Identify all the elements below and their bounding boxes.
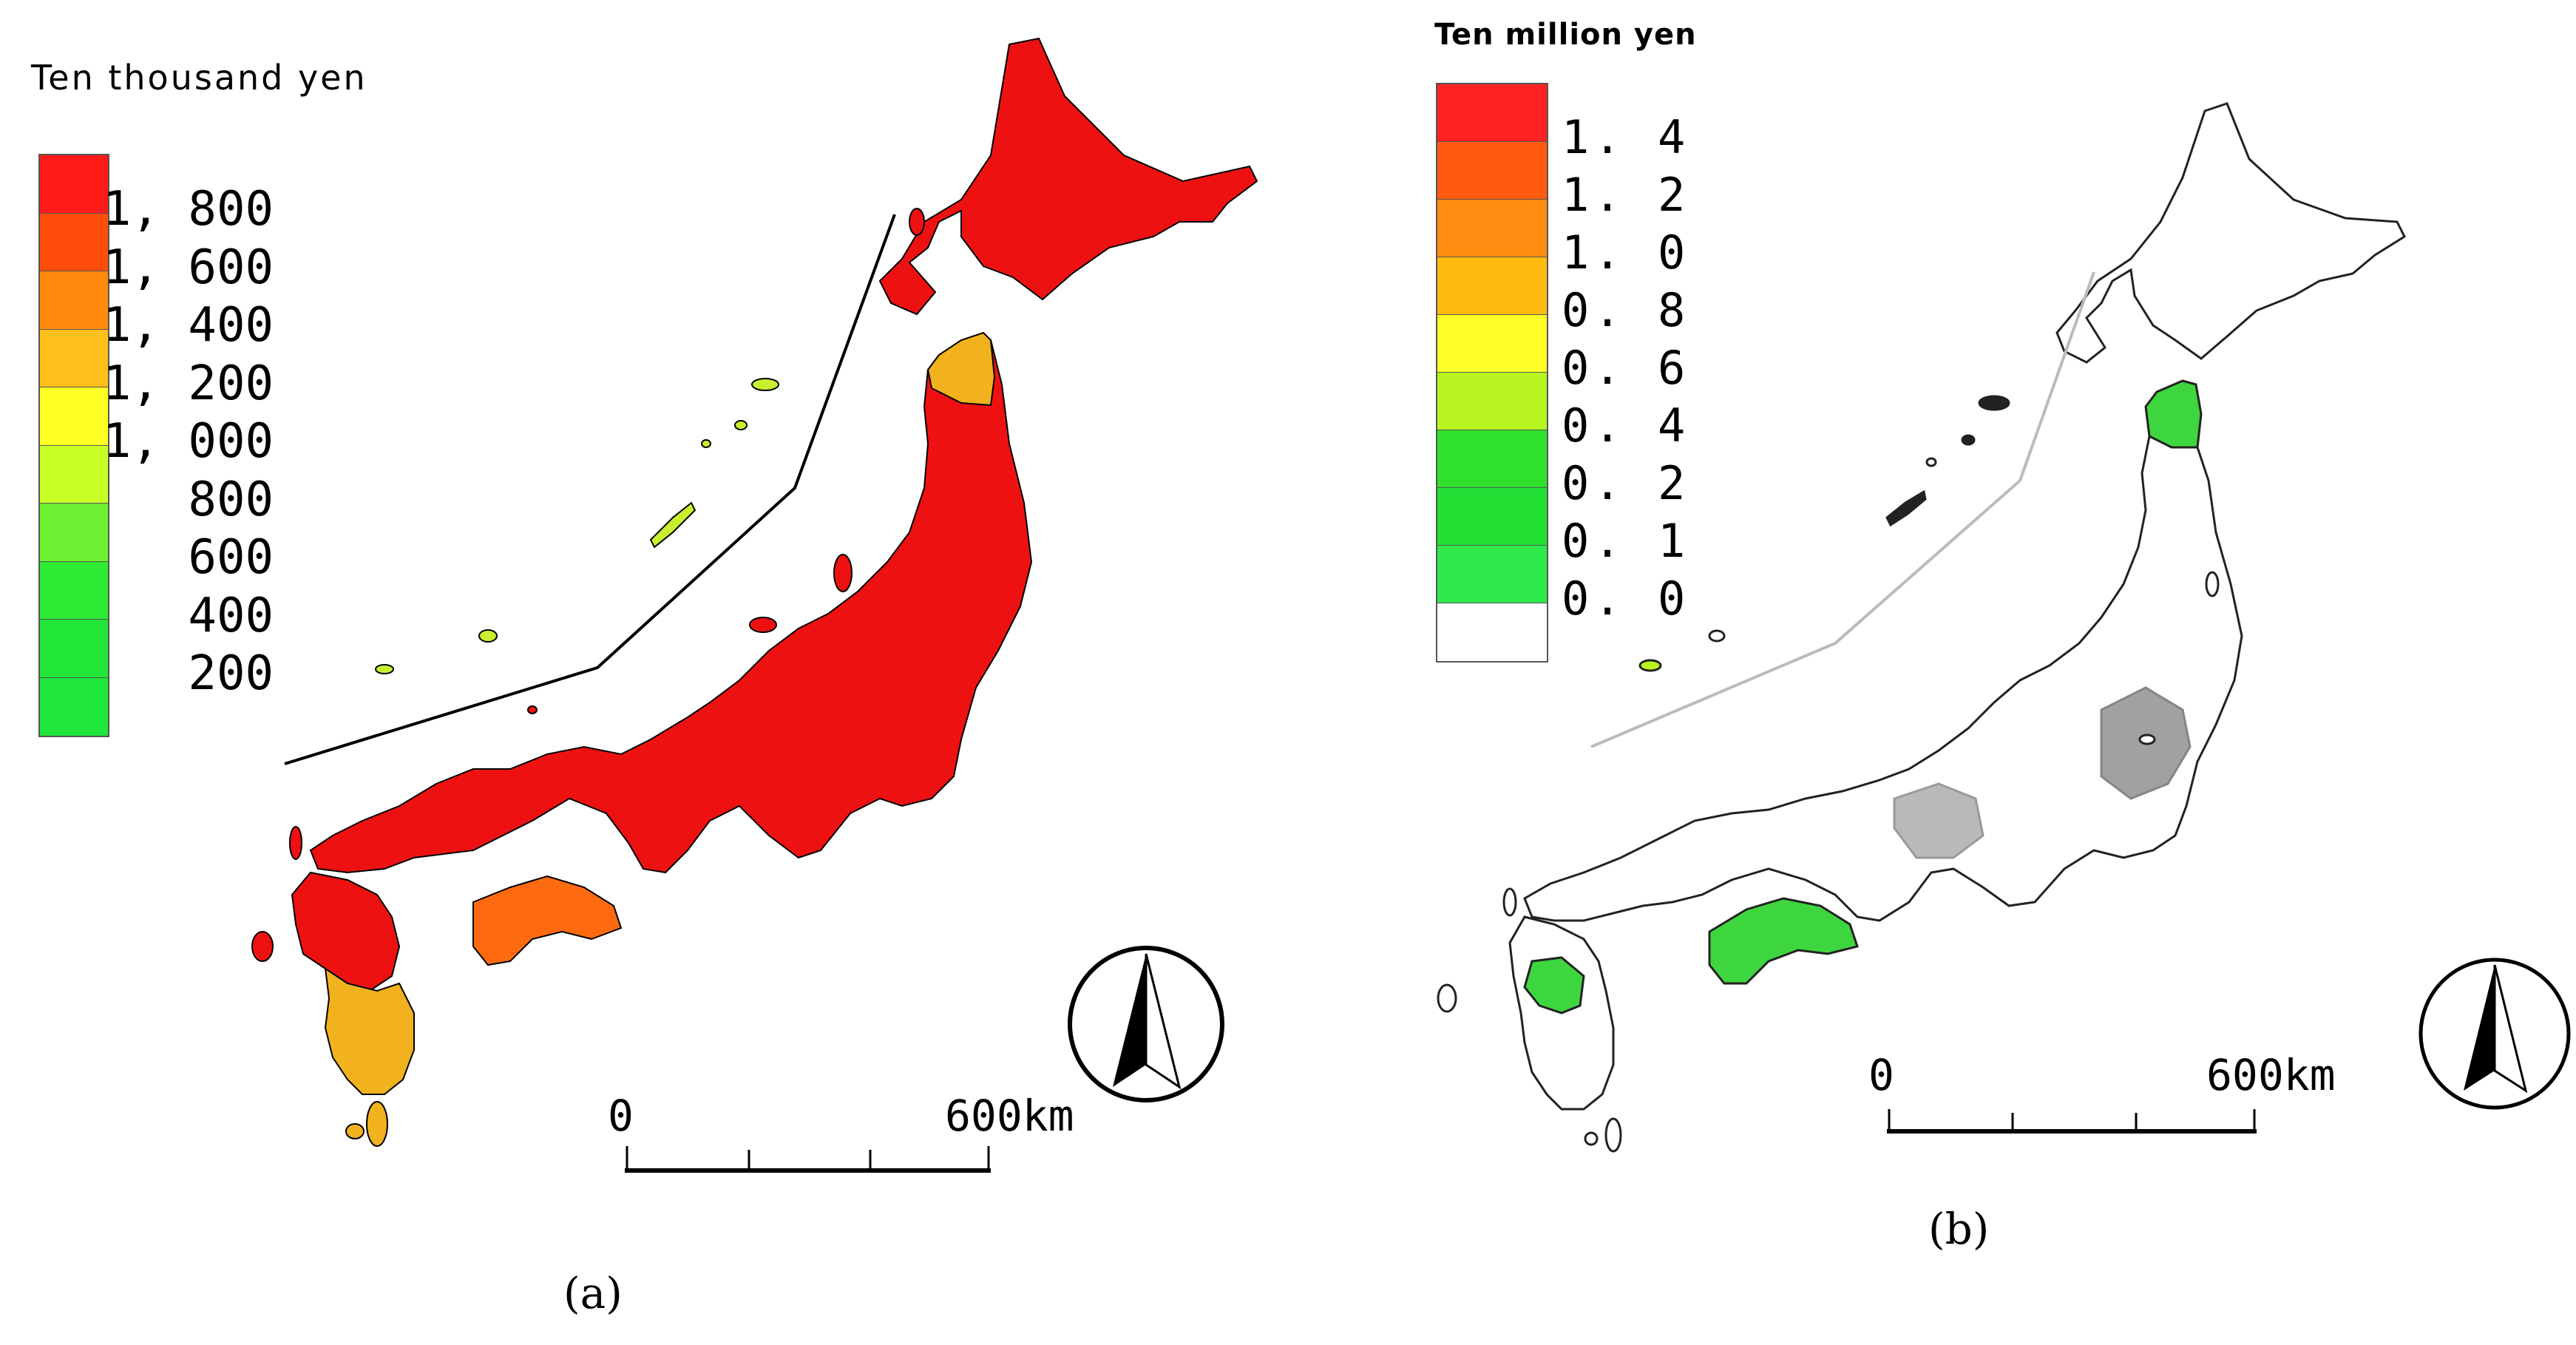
legend-swatch: [40, 561, 108, 620]
legend-swatch: [1437, 488, 1547, 546]
legend-swatch: [1437, 257, 1547, 315]
legend-swatch: [1437, 200, 1547, 257]
scale-start-label-a: 0: [608, 1091, 634, 1141]
kyushu-north-region: [291, 871, 401, 992]
legend-label: 400: [188, 588, 274, 643]
honshu-region: [309, 339, 1033, 874]
legend-label: 0. 4: [1562, 398, 1690, 453]
north-arrow-icon: [2419, 958, 2571, 1110]
legend-swatch: [40, 329, 108, 387]
legend-swatch: [40, 677, 108, 736]
nansei-islands: [649, 501, 696, 549]
legend-label: 1. 0: [1562, 225, 1690, 279]
hokkaido-region: [878, 37, 1258, 316]
shikoku-region: [1708, 897, 1859, 985]
legend-swatch: [40, 387, 108, 446]
japan-map-b: [1437, 102, 2571, 1153]
kyushu-south-region: [324, 966, 415, 1095]
inset-divider-line: [1590, 271, 2095, 748]
legend-label: 1, 000: [102, 414, 274, 470]
north-arrow-icon: [1068, 946, 1224, 1102]
legend-label: 0. 1: [1562, 513, 1690, 568]
legend-swatch: [40, 271, 108, 330]
legend-swatch: [40, 445, 108, 504]
panel-a: Ten thousand yen 1, 800 1, 600 1, 400 1, 20…: [31, 37, 1258, 1318]
legend-swatch: [1437, 142, 1547, 200]
nansei-islands: [1885, 489, 1927, 527]
legend-swatch: [40, 213, 108, 271]
legend-swatch: [40, 504, 108, 562]
kinki-dense-area: [1893, 782, 1984, 859]
scale-end-label-a: 600km: [945, 1091, 1074, 1141]
legend-label: 200: [188, 646, 274, 702]
legend-label: 1, 400: [102, 298, 274, 353]
kyushu-green-area: [1523, 956, 1585, 1014]
inset-divider-line: [284, 214, 896, 765]
legend-label: 1. 2: [1562, 167, 1690, 222]
legend-label: 800: [188, 472, 274, 527]
japan-map-a: [251, 37, 1258, 1173]
honshu-region: [1523, 434, 2243, 922]
legend-title-a: Ten thousand yen: [31, 58, 367, 98]
legend-swatch: [1437, 84, 1547, 142]
legend-title-b: Ten million yen: [1434, 18, 1697, 52]
scale-end-label-b: 600km: [2206, 1050, 2336, 1100]
legend-swatch: [1437, 603, 1547, 661]
legend-swatch: [1437, 430, 1547, 488]
legend-swatch: [1437, 315, 1547, 373]
legend-swatch: [40, 620, 108, 678]
color-legend-a: [38, 154, 109, 737]
hokkaido-region: [2055, 102, 2406, 364]
legend-label: 1. 4: [1562, 109, 1690, 164]
legend-label: 600: [188, 530, 274, 586]
shikoku-region: [472, 875, 623, 966]
legend-label: 1, 200: [102, 356, 274, 411]
panel-b: Ten million yen 1. 4 1. 2 1. 0 0. 8 0. 6 0. 4…: [1288, 0, 2576, 1345]
scale-bar-a: [625, 1146, 991, 1173]
legend-label: 0. 8: [1562, 282, 1690, 337]
legend-label: 1, 800: [102, 182, 274, 237]
caption-a: (a): [563, 1268, 623, 1318]
legend-label: 0. 6: [1562, 340, 1690, 395]
legend-swatch: [1437, 373, 1547, 430]
caption-b: (b): [1928, 1204, 1990, 1254]
legend-label: 0. 0: [1562, 571, 1690, 626]
scale-start-label-b: 0: [1868, 1050, 1894, 1100]
legend-label: 1, 600: [102, 240, 274, 295]
legend-swatch: [40, 155, 108, 214]
color-legend-b: [1436, 83, 1548, 663]
aomori-region: [926, 331, 996, 407]
legend-swatch: [1437, 546, 1547, 603]
legend-label: 0. 2: [1562, 455, 1690, 510]
scale-bar-b: [1887, 1109, 2257, 1134]
